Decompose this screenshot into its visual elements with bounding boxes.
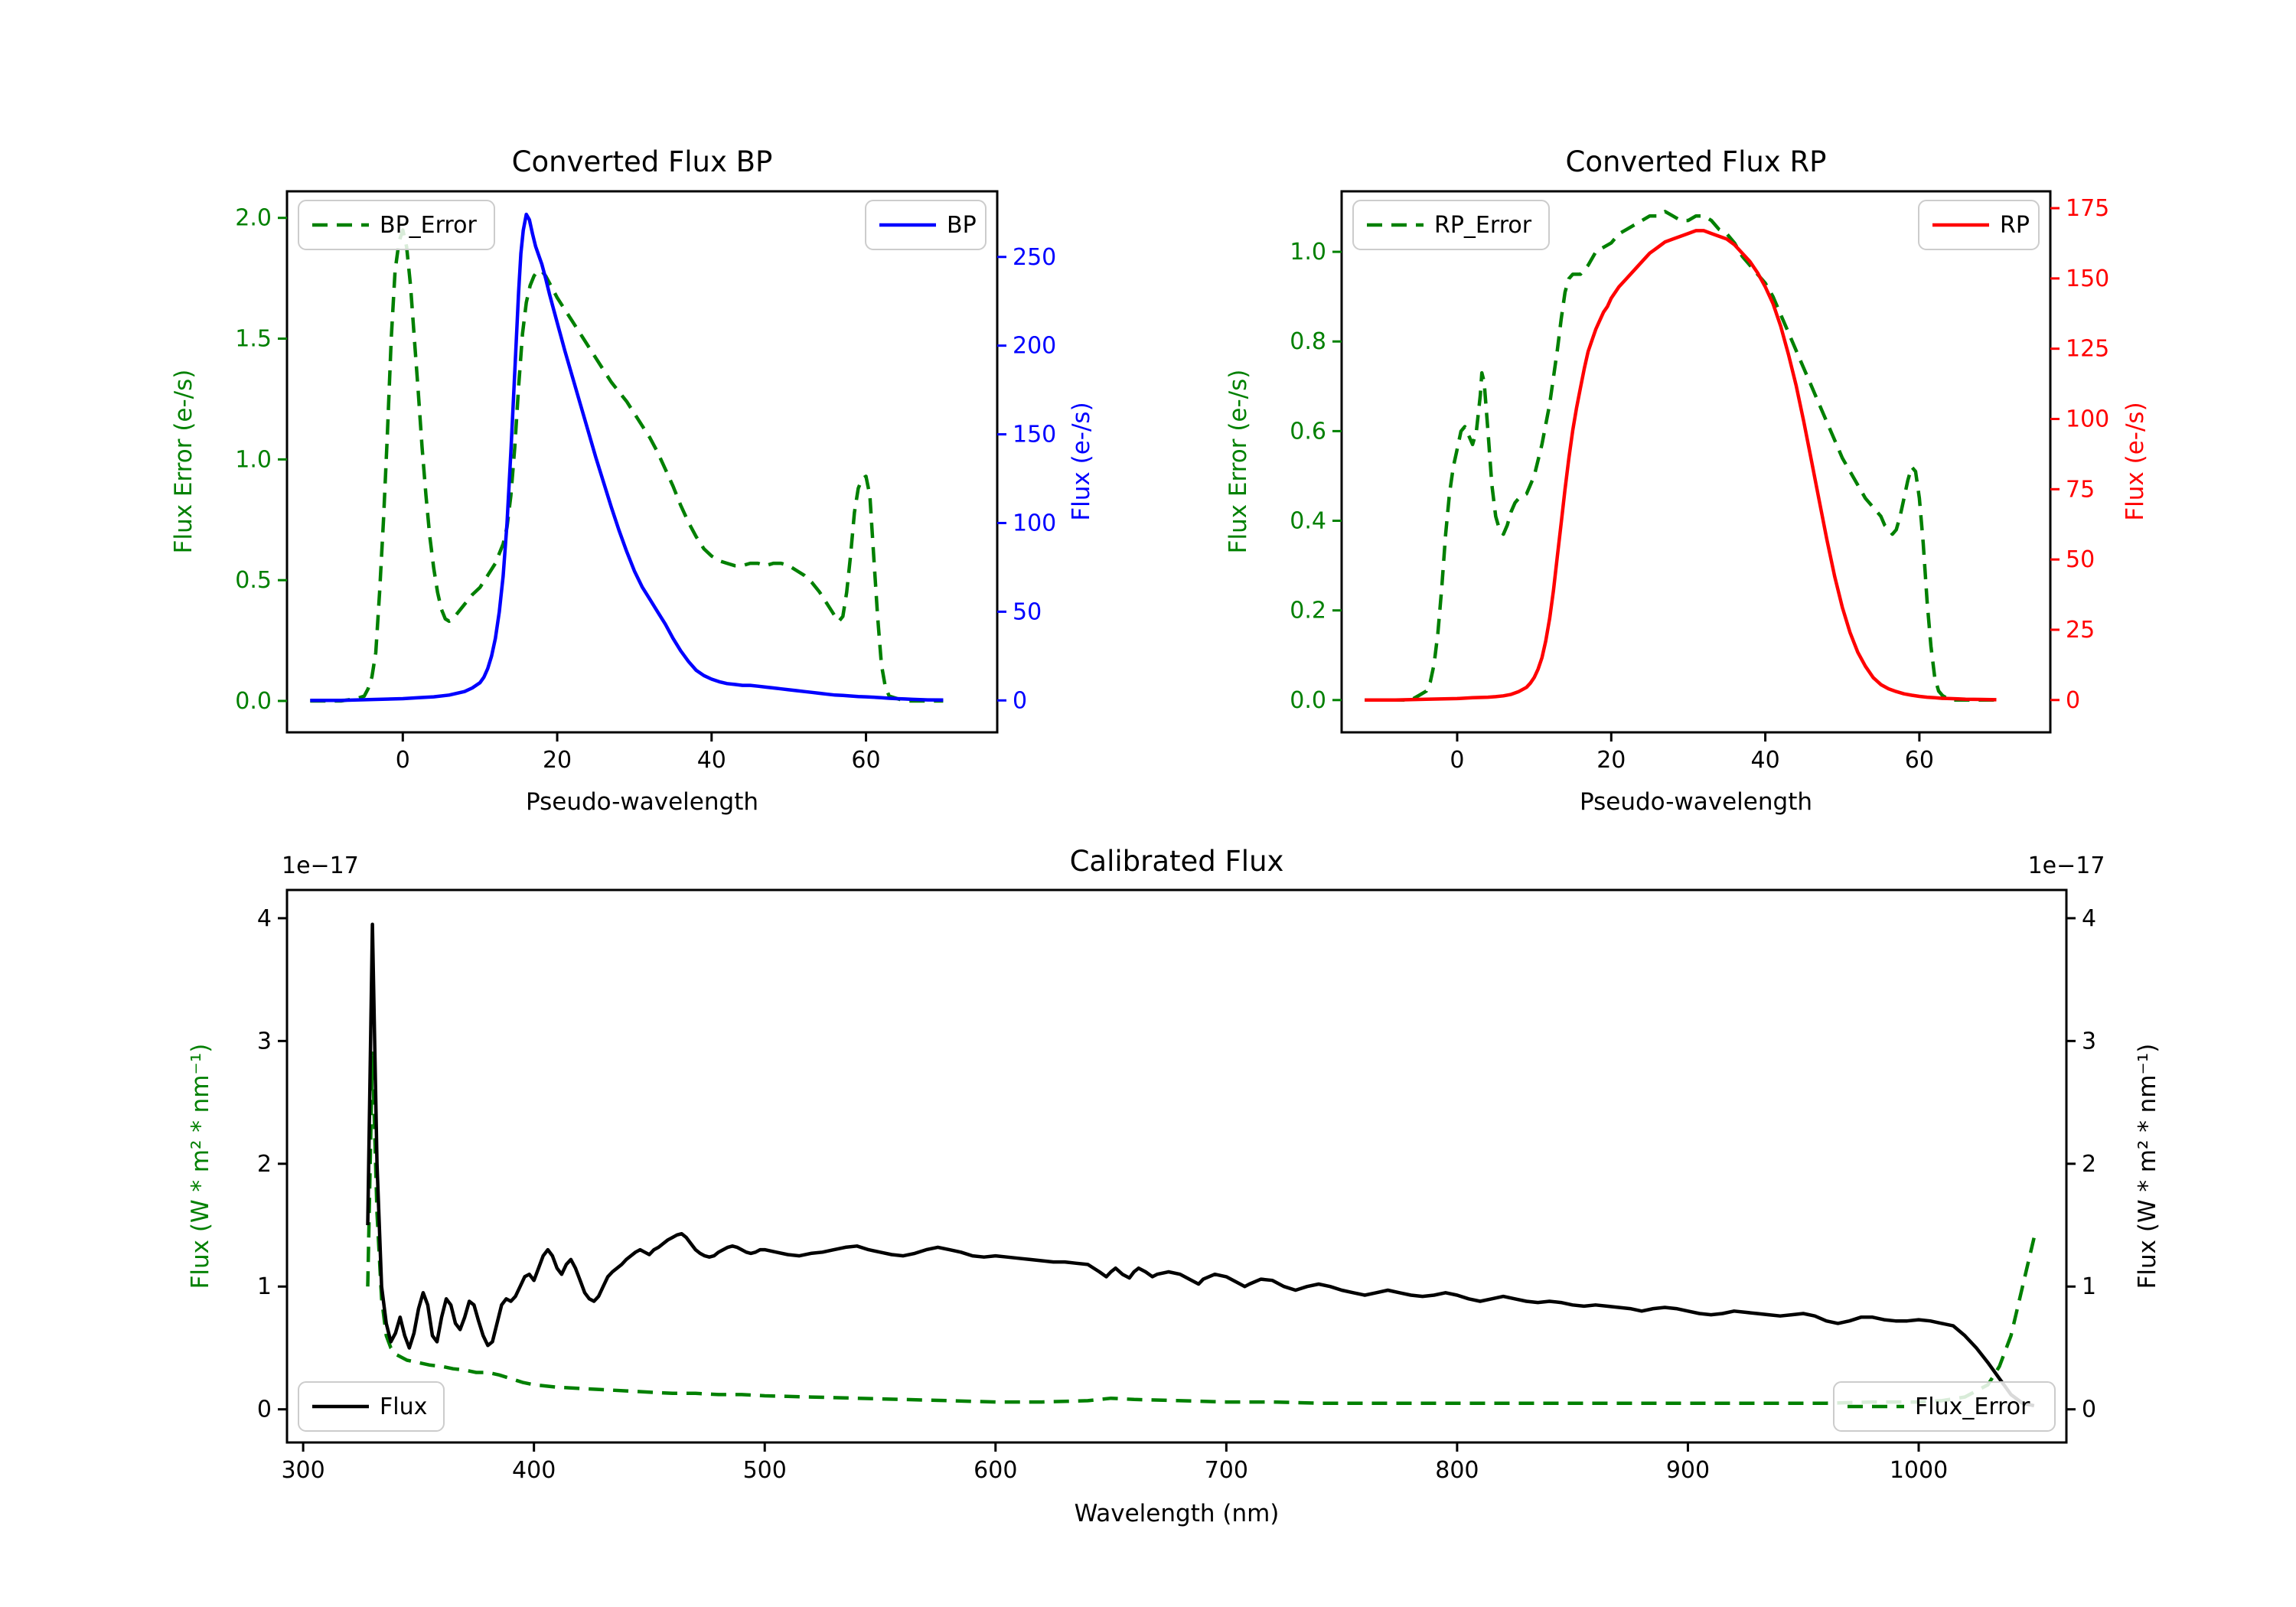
left-y-tick-label: 0 [257, 1397, 272, 1423]
legend-RP: RP [1918, 200, 2040, 250]
flux-left-yaxis-label: Flux (W * m² * nm⁻¹) [187, 1043, 214, 1289]
chart-flux-title: Calibrated Flux [1069, 845, 1284, 878]
legend-box [298, 1381, 445, 1432]
right-y-tick-label: 4 [2082, 905, 2096, 932]
x-tick-label: 300 [281, 1457, 325, 1484]
x-tick-label: 40 [697, 747, 726, 774]
right-y-tick-label: 150 [2066, 266, 2109, 292]
chart-rp-title: Converted Flux RP [1565, 145, 1827, 178]
legend-BP_Error: BP_Error [298, 200, 495, 250]
right-y-tick-label: 0 [2066, 687, 2080, 714]
series-RP [1365, 229, 1997, 702]
legend-Flux_Error: Flux_Error [1833, 1381, 2056, 1432]
x-tick-label: 500 [743, 1457, 787, 1484]
legend-label: BP_Error [380, 212, 477, 239]
bp-xaxis-label: Pseudo-wavelength [525, 788, 758, 816]
left-y-tick-label: 0.6 [1290, 418, 1326, 445]
axes-frame-flux [285, 888, 2068, 1444]
x-tick-label: 0 [1450, 747, 1464, 774]
left-y-tick-label: 2 [257, 1151, 272, 1178]
flux-xaxis-label: Wavelength (nm) [1074, 1500, 1280, 1527]
left-y-tick-label: 1 [257, 1273, 272, 1300]
x-tick-label: 1000 [1890, 1457, 1948, 1484]
chart-flux: 300 400 500 600 700 800 900 1000 0 1 2 3 4 0 1 2 3 4 Flux F… [257, 888, 2096, 1484]
flux-right-offset-text: 1e−17 [2027, 852, 2105, 879]
left-y-tick-label: 0.4 [1290, 508, 1326, 535]
left-y-tick-label: 3 [257, 1028, 272, 1054]
x-tick-label: 400 [512, 1457, 556, 1484]
right-y-tick-label: 100 [1013, 510, 1056, 536]
legend-box [1833, 1381, 2056, 1432]
flux-left-offset-text: 1e−17 [282, 852, 359, 879]
legend-BP: BP [865, 200, 987, 250]
series-RP_Error [1365, 210, 1997, 702]
x-tick-label: 20 [1596, 747, 1626, 774]
rp-left-yaxis-label: Flux Error (e-/s) [1225, 369, 1252, 554]
chart-bp-title: Converted Flux BP [511, 145, 773, 178]
left-y-tick-label: 1.5 [235, 326, 272, 353]
left-y-tick-label: 4 [257, 905, 272, 932]
legend-label: Flux_Error [1915, 1393, 2030, 1420]
chart-rp: 0 20 40 60 0.0 0.2 0.4 0.6 0.8 1.0 0 25 50 75 100 125 15… [1290, 190, 2109, 774]
x-tick-label: 20 [543, 747, 572, 774]
series-Flux [366, 922, 2035, 1408]
series-BP_Error [310, 228, 944, 703]
left-y-tick-label: 0.5 [235, 567, 272, 594]
legend-RP_Error: RP_Error [1352, 200, 1550, 250]
right-y-tick-label: 50 [2066, 546, 2095, 573]
axes-frame-bp [285, 190, 999, 734]
right-y-tick-label: 3 [2082, 1028, 2096, 1054]
legend-label: Flux [380, 1393, 427, 1420]
x-tick-label: 0 [396, 747, 410, 774]
bp-left-yaxis-label: Flux Error (e-/s) [170, 369, 197, 554]
legend-Flux: Flux [298, 1381, 445, 1432]
flux-right-yaxis-label: Flux (W * m² * nm⁻¹) [2134, 1043, 2161, 1289]
series-BP [310, 212, 944, 702]
legend-label: RP [2000, 212, 2030, 239]
rp-right-yaxis-label: Flux (e-/s) [2122, 402, 2149, 521]
x-tick-label: 60 [1905, 747, 1934, 774]
legend-box [298, 200, 495, 250]
right-y-tick-label: 50 [1013, 598, 1042, 625]
chart-bp: 0 20 40 60 0.0 0.5 1.0 1.5 2.0 0 50 100 150 200 250 BP_… [235, 190, 1056, 774]
legend-label: BP [947, 212, 977, 239]
right-y-tick-label: 150 [1013, 422, 1056, 448]
x-tick-label: 800 [1435, 1457, 1479, 1484]
right-y-tick-label: 1 [2082, 1273, 2096, 1300]
right-y-tick-label: 0 [1013, 687, 1027, 714]
left-y-tick-label: 0.2 [1290, 598, 1326, 624]
legend-box [1352, 200, 1550, 250]
bp-right-yaxis-label: Flux (e-/s) [1068, 402, 1095, 521]
left-y-tick-label: 1.0 [1290, 239, 1326, 266]
left-y-tick-label: 1.0 [235, 446, 272, 473]
right-y-tick-label: 125 [2066, 336, 2109, 363]
right-y-tick-label: 2 [2082, 1151, 2096, 1178]
legend-label: RP_Error [1434, 212, 1532, 239]
left-y-tick-label: 0.0 [235, 688, 272, 715]
right-y-tick-label: 0 [2082, 1397, 2096, 1423]
right-y-tick-label: 75 [2066, 476, 2095, 503]
right-y-tick-label: 25 [2066, 617, 2095, 644]
right-y-tick-label: 175 [2066, 195, 2109, 222]
x-tick-label: 40 [1750, 747, 1779, 774]
series-Flux_Error [366, 1051, 2036, 1405]
left-y-tick-label: 2.0 [235, 205, 272, 232]
right-y-tick-label: 200 [1013, 333, 1056, 360]
x-tick-label: 600 [974, 1457, 1017, 1484]
x-tick-label: 700 [1205, 1457, 1248, 1484]
left-y-tick-label: 0.0 [1290, 687, 1326, 714]
right-y-tick-label: 250 [1013, 244, 1056, 271]
left-y-tick-label: 0.8 [1290, 328, 1326, 355]
rp-xaxis-label: Pseudo-wavelength [1579, 788, 1812, 816]
x-tick-label: 60 [851, 747, 880, 774]
x-tick-label: 900 [1666, 1457, 1710, 1484]
axes-frame-rp [1340, 190, 2052, 734]
right-y-tick-label: 100 [2066, 406, 2109, 432]
